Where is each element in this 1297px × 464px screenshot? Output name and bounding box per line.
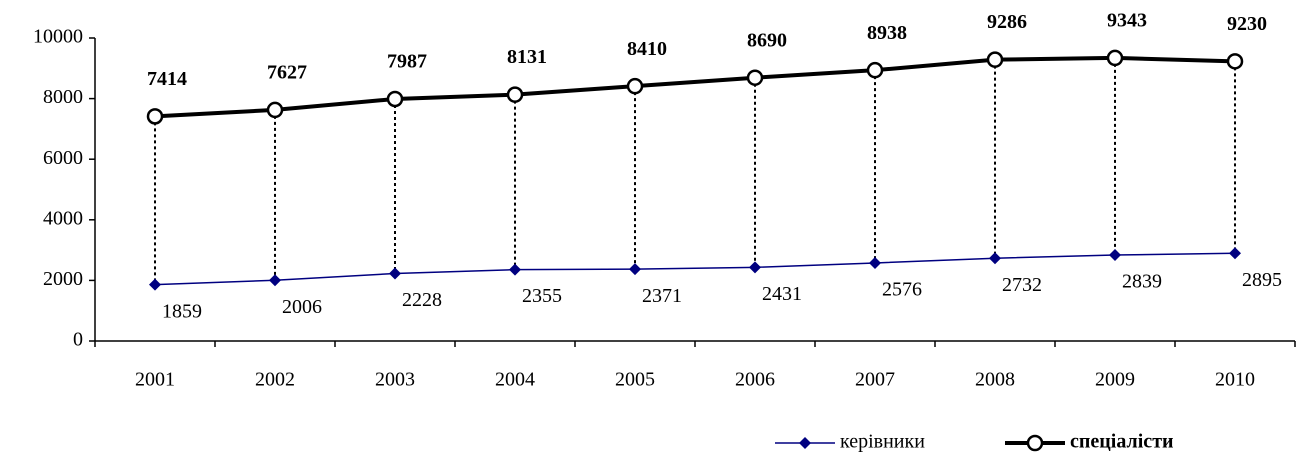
point bbox=[1226, 53, 1244, 70]
point bbox=[269, 274, 281, 287]
point bbox=[989, 252, 1001, 265]
data-label: 2431 bbox=[762, 283, 802, 305]
point bbox=[149, 278, 161, 291]
data-label: 9343 bbox=[1107, 10, 1147, 32]
point bbox=[1106, 49, 1124, 67]
data-label: 2228 bbox=[402, 289, 442, 311]
point bbox=[629, 263, 641, 276]
data-label: 1859 bbox=[162, 300, 202, 322]
point bbox=[749, 261, 761, 274]
x-tick-label: 2006 bbox=[735, 369, 775, 391]
x-tick-label: 2001 bbox=[135, 369, 175, 391]
x-tick-label: 2005 bbox=[615, 369, 655, 391]
point bbox=[386, 90, 404, 108]
y-tick-label: 8000 bbox=[43, 86, 83, 108]
data-label: 8131 bbox=[507, 46, 547, 68]
point bbox=[509, 263, 521, 276]
x-tick-label: 2003 bbox=[375, 369, 415, 391]
x-tick-label: 2004 bbox=[495, 369, 535, 391]
data-label: 8410 bbox=[627, 38, 667, 60]
legend-label: керівники bbox=[840, 431, 925, 453]
y-tick-label: 2000 bbox=[43, 268, 83, 290]
legend-label: спеціалісти bbox=[1070, 431, 1174, 453]
x-tick-label: 2010 bbox=[1215, 369, 1255, 391]
legend-marker bbox=[799, 437, 811, 449]
y-tick-label: 0 bbox=[73, 329, 83, 351]
data-label: 9286 bbox=[987, 11, 1027, 33]
data-label: 2355 bbox=[522, 285, 562, 307]
point bbox=[1229, 247, 1241, 260]
data-label: 2732 bbox=[1002, 274, 1042, 296]
y-tick-label: 10000 bbox=[33, 26, 83, 48]
data-label: 8690 bbox=[747, 29, 787, 51]
legend-marker bbox=[1026, 434, 1044, 452]
point bbox=[146, 108, 164, 125]
x-tick-label: 2008 bbox=[975, 369, 1015, 391]
point bbox=[266, 101, 284, 119]
x-tick-label: 2007 bbox=[855, 369, 895, 391]
data-label: 2895 bbox=[1242, 269, 1282, 291]
data-label: 2006 bbox=[282, 296, 322, 318]
x-tick-label: 2009 bbox=[1095, 369, 1135, 391]
point bbox=[506, 86, 524, 103]
data-label: 2371 bbox=[642, 285, 682, 307]
data-label: 2576 bbox=[882, 279, 922, 301]
point bbox=[626, 77, 644, 95]
data-label: 2839 bbox=[1122, 271, 1162, 293]
series-line bbox=[154, 252, 1236, 286]
data-label: 7987 bbox=[387, 51, 427, 73]
point bbox=[746, 69, 764, 86]
data-label: 8938 bbox=[867, 22, 907, 44]
y-tick-label: 6000 bbox=[43, 147, 83, 169]
point bbox=[1109, 248, 1121, 261]
point bbox=[986, 51, 1004, 68]
series-line bbox=[154, 55, 1236, 119]
data-label: 7627 bbox=[267, 61, 307, 83]
point bbox=[389, 267, 401, 280]
x-tick-label: 2002 bbox=[255, 369, 295, 391]
y-tick-label: 4000 bbox=[43, 207, 83, 229]
point bbox=[866, 61, 884, 79]
data-label: 9230 bbox=[1227, 13, 1267, 35]
point bbox=[869, 256, 881, 269]
data-label: 7414 bbox=[147, 68, 187, 90]
